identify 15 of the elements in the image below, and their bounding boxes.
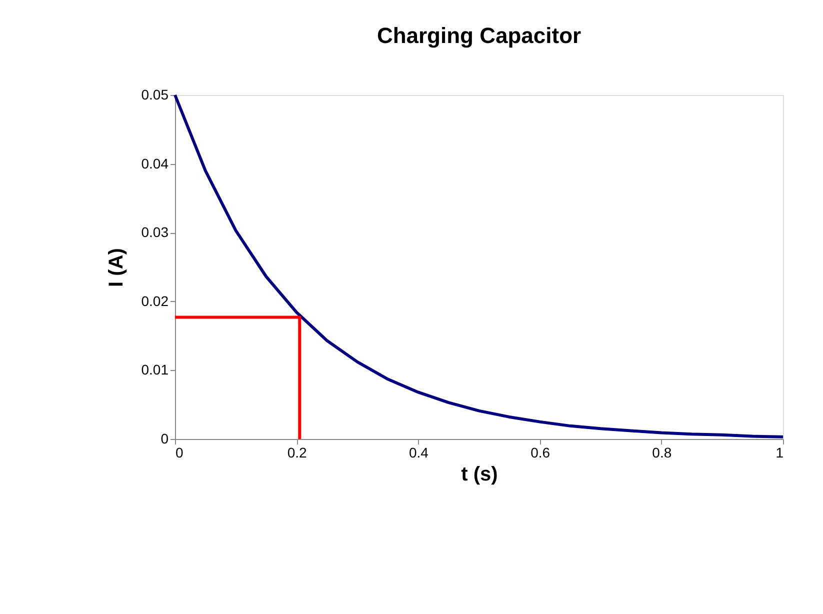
y-tick-label: 0 bbox=[160, 430, 169, 446]
x-tick-label: 0.8 bbox=[652, 444, 672, 460]
x-tick-label: 1 bbox=[776, 444, 784, 460]
x-tick-label: 0.2 bbox=[287, 444, 308, 460]
y-tick-label: 0.01 bbox=[141, 362, 169, 378]
y-axis-title: I (A) bbox=[105, 248, 128, 287]
chart-title: Charging Capacitor bbox=[376, 23, 582, 48]
y-tick-label: 0.02 bbox=[141, 292, 169, 309]
y-tick-label: 0.04 bbox=[141, 155, 169, 172]
x-tick-label: 0.4 bbox=[408, 444, 429, 460]
y-tick-label: 0.03 bbox=[141, 224, 169, 240]
x-tick-label: 0 bbox=[176, 444, 184, 460]
x-axis-title: t (s) bbox=[461, 464, 498, 486]
y-tick-label: 0.05 bbox=[141, 86, 169, 102]
x-tick-label: 0.6 bbox=[530, 444, 550, 460]
